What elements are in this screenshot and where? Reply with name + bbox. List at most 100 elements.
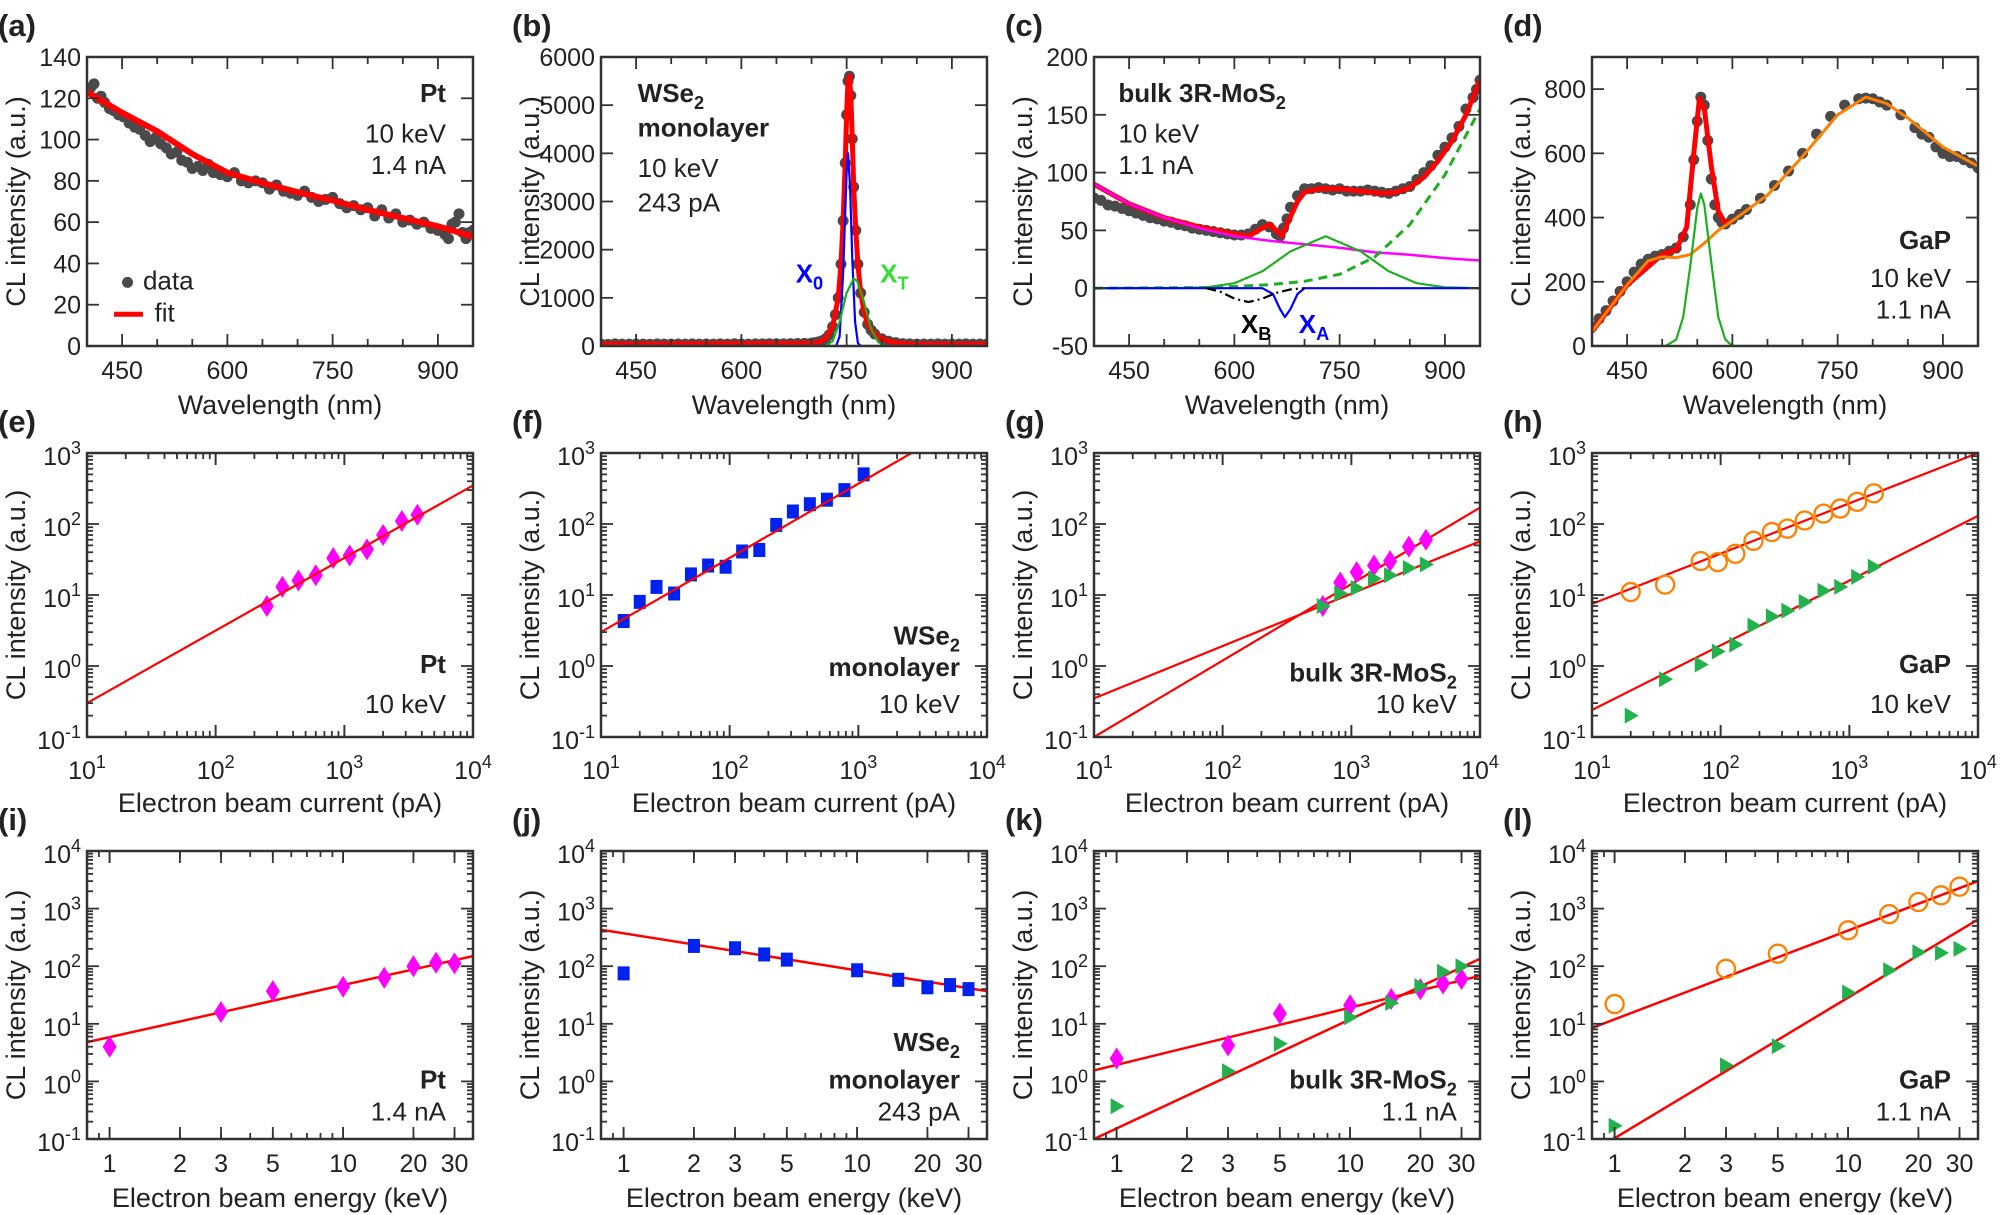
y-axis-label: CL intensity (a.u.): [1008, 490, 1038, 701]
panel-label: (h): [1503, 404, 1543, 439]
data-point: [1402, 560, 1417, 577]
x-tick-label: 101: [1075, 752, 1113, 785]
data-point: [1659, 671, 1674, 688]
data-point: [406, 955, 421, 978]
x-axis-label: Wavelength (nm): [1185, 390, 1390, 420]
y-tick-label: 104: [557, 836, 595, 869]
y-tick-label: 101: [43, 580, 81, 613]
annotation-text: WSe2: [638, 78, 704, 113]
data-point: [1777, 518, 1798, 539]
y-tick-label: 101: [557, 1009, 595, 1042]
y-tick-label: 101: [1050, 1009, 1088, 1042]
data-point: [1418, 528, 1433, 551]
data-point: [1747, 617, 1762, 634]
series-line: [1094, 235, 1480, 290]
data-point: [1879, 904, 1900, 925]
y-tick-label: 100: [43, 651, 81, 684]
x-tick-label: 102: [1204, 752, 1242, 785]
y-tick-label: 102: [1050, 509, 1088, 542]
plot-frame: [85, 849, 475, 1141]
series-line: [1094, 506, 1480, 737]
ticks: [1093, 453, 1481, 737]
y-tick-label: 103: [1050, 894, 1088, 927]
data-point: [1419, 556, 1434, 573]
data-point: [1273, 1035, 1288, 1052]
x-tick-label: 1: [1608, 1150, 1622, 1178]
y-tick-label: 800: [1544, 76, 1586, 104]
annotation-text: Pt: [420, 1065, 446, 1095]
y-tick-label: 102: [43, 509, 81, 542]
series-line: [1094, 108, 1480, 290]
data-point: [1817, 582, 1832, 599]
data-point: [633, 594, 646, 609]
data-point: [1863, 483, 1884, 504]
x-tick-label: 1: [617, 1150, 631, 1178]
x-tick-label: 900: [1424, 357, 1466, 385]
data-point: [650, 579, 663, 594]
annotation-text: Pt: [420, 78, 446, 108]
x-tick-label: 3: [728, 1150, 742, 1178]
y-tick-label: 100: [1050, 651, 1088, 684]
data-point: [758, 947, 771, 962]
y-tick-label: 103: [1548, 438, 1586, 471]
annotation-text: monolayer: [638, 112, 770, 142]
series-line: [87, 954, 473, 1044]
x-tick-label: 2: [1180, 1150, 1194, 1178]
annotation-text: 1.1 nA: [1382, 1096, 1458, 1126]
data-point: [753, 543, 766, 558]
series-line: [1592, 192, 1978, 346]
x-tick-label: 102: [197, 752, 235, 785]
data-point: [1761, 521, 1783, 543]
data-point: [1765, 608, 1780, 625]
panel-label: (j): [512, 802, 541, 837]
series-line: [601, 453, 914, 634]
x-tick-label: 103: [1332, 752, 1370, 785]
panel-a: (a) 450 600 750 900 0 20 40 60 80 100 120 140 Wavelen…: [0, 8, 475, 420]
y-tick-label: 101: [1548, 580, 1586, 613]
data-point: [1385, 994, 1400, 1011]
data-point: [1620, 581, 1641, 603]
y-tick-label: 200: [1544, 269, 1586, 297]
ticks: [1592, 851, 1978, 1139]
x-axis-label: Electron beam energy (keV): [626, 1183, 962, 1213]
ticks: [601, 851, 987, 1139]
y-tick-label: 102: [1548, 951, 1586, 984]
x-tick-label: 101: [1573, 752, 1611, 785]
y-axis-label: CL intensity (a.u.): [1, 96, 31, 307]
panel-label: (b): [512, 8, 552, 43]
x-tick-label: 5: [266, 1150, 280, 1178]
y-tick-label: 10-1: [551, 722, 595, 755]
data-point: [1953, 940, 1968, 957]
x-tick-label: 600: [721, 357, 763, 385]
x-tick-label: 103: [325, 752, 363, 785]
x-tick-label: 5: [1273, 1150, 1287, 1178]
data-point: [1729, 636, 1744, 653]
x-tick-label: 750: [1319, 357, 1361, 385]
data-point: [1437, 963, 1452, 980]
y-tick-label: 100: [39, 127, 81, 155]
data-point: [729, 941, 742, 956]
x-tick-label: 5: [780, 1150, 794, 1178]
panel-k: (k) 1 2 3 5 10 20 30 10-1 100 101 102 103 104 Electron…: [1005, 802, 1482, 1213]
plot-area: [1094, 506, 1480, 737]
data-point: [803, 497, 816, 512]
x-tick-label: 103: [1830, 752, 1868, 785]
data-point: [1349, 561, 1364, 584]
x-axis-label: Electron beam current (pA): [1125, 788, 1449, 818]
ticks: [87, 851, 473, 1139]
y-axis-label: CL intensity (a.u.): [515, 490, 545, 701]
plot-area: [87, 951, 473, 1058]
y-tick-label: 102: [557, 509, 595, 542]
data-point: [668, 586, 681, 601]
series-points: [617, 938, 975, 997]
ticks: [86, 56, 474, 347]
series-points: [1110, 958, 1470, 1115]
ticks: [1093, 56, 1481, 347]
y-tick-label: 102: [557, 951, 595, 984]
y-tick-label: 102: [43, 951, 81, 984]
panel-label: (a): [0, 8, 36, 43]
x-tick-label: 103: [839, 752, 877, 785]
y-tick-label: 102: [1050, 951, 1088, 984]
data-point: [1334, 585, 1349, 602]
data-point: [1350, 580, 1365, 597]
